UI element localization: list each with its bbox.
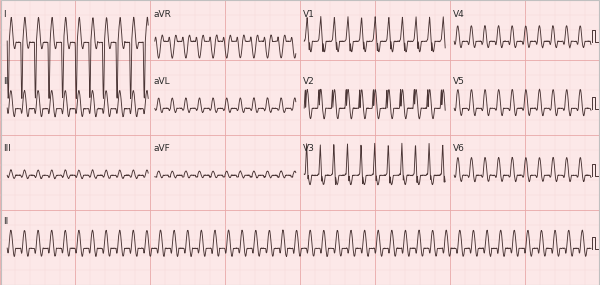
Text: II: II <box>3 77 8 86</box>
Text: V1: V1 <box>303 10 315 19</box>
Text: V3: V3 <box>303 144 315 153</box>
Text: aVF: aVF <box>153 144 170 153</box>
Text: aVR: aVR <box>153 10 171 19</box>
Text: II: II <box>3 217 8 226</box>
Text: V5: V5 <box>453 77 465 86</box>
Text: aVL: aVL <box>153 77 170 86</box>
Text: III: III <box>3 144 11 153</box>
Text: V2: V2 <box>303 77 315 86</box>
Text: I: I <box>3 10 5 19</box>
Text: V4: V4 <box>453 10 465 19</box>
Text: V6: V6 <box>453 144 465 153</box>
